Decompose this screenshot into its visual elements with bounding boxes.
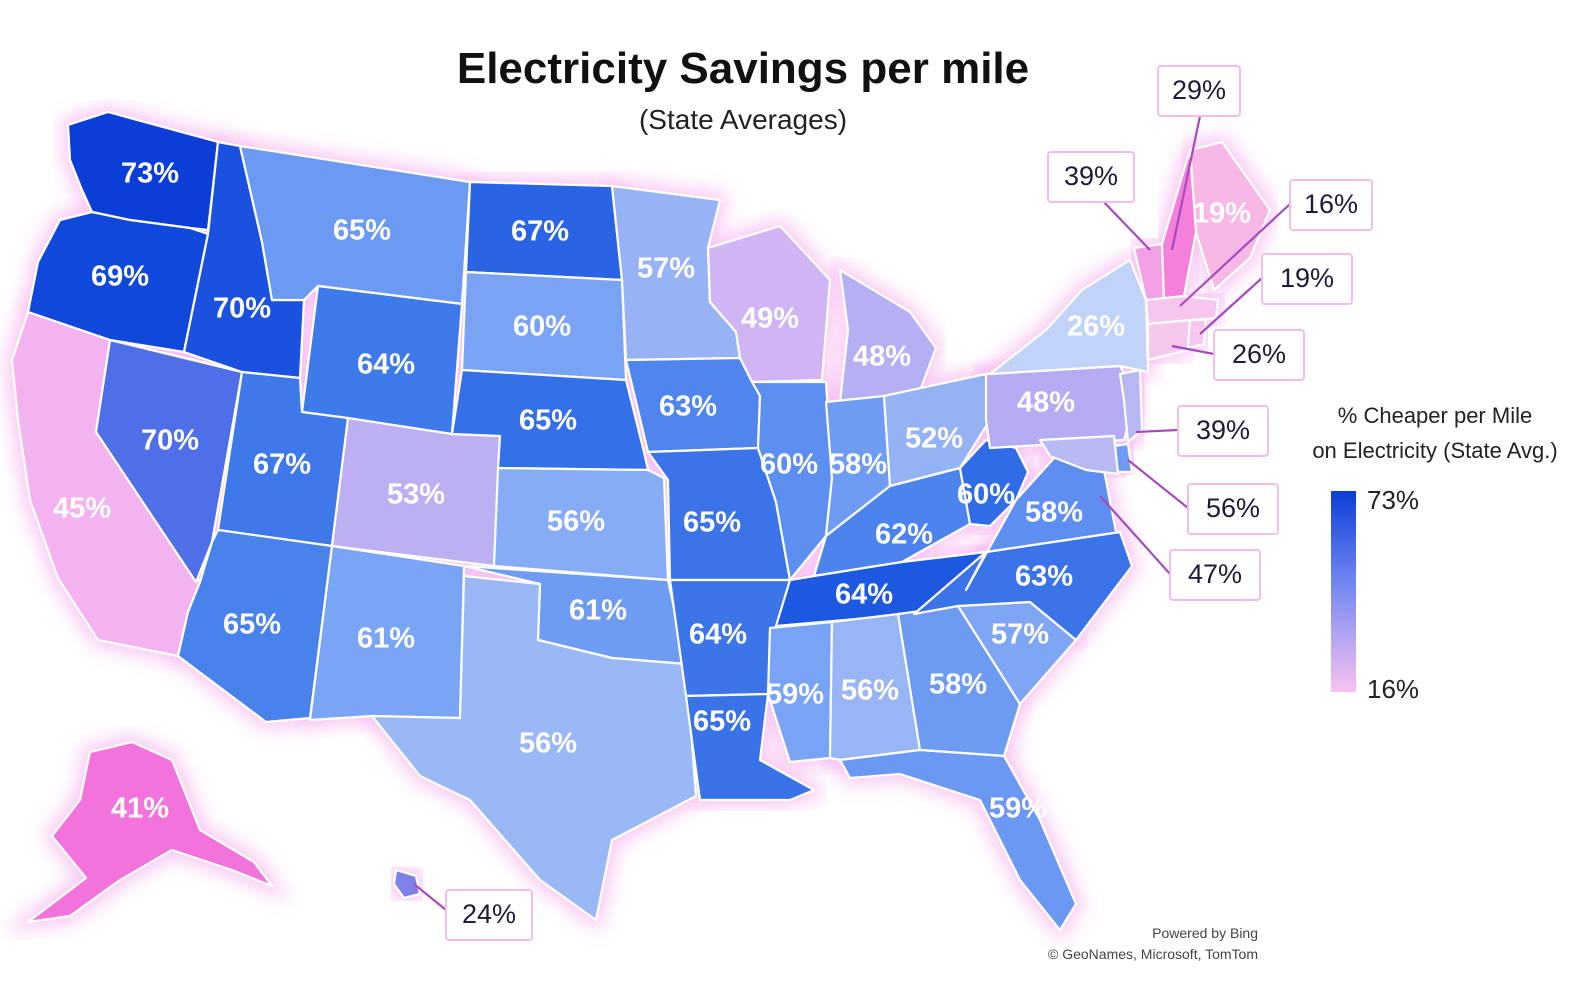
state-oh[interactable] [882,372,992,488]
state-label-ks: 56% [547,506,605,538]
legend-max-label: 73% [1367,485,1420,515]
state-label-mt: 65% [333,215,391,247]
state-label-pa: 48% [1017,387,1075,419]
state-label-nm: 61% [357,623,415,655]
state-fl[interactable] [838,748,1078,932]
leader-line-vt [1099,197,1151,251]
callout-box-nj [1177,405,1269,457]
state-hi[interactable] [392,868,422,900]
state-label-in: 58% [829,449,887,481]
state-mi[interactable] [838,268,938,404]
callout-box-md [1169,549,1261,601]
state-label-mn: 57% [637,253,695,285]
state-label-or: 69% [91,261,149,293]
state-label-nc: 63% [1015,561,1073,593]
leader-line-nh [1170,115,1202,251]
state-label-al: 56% [841,675,899,707]
state-label-mi: 48% [853,341,911,373]
legend-min-label: 16% [1367,674,1420,704]
state-ny[interactable] [988,258,1150,376]
state-label-nd: 67% [511,216,569,248]
state-label-va: 58% [1025,497,1083,529]
credit-powered-by: Powered by Bing [1152,925,1258,941]
leader-line-ct [1171,344,1215,356]
state-label-ca: 45% [53,493,111,525]
leader-line-md [1099,495,1171,575]
state-md[interactable] [1038,434,1120,476]
state-label-co: 53% [387,479,445,511]
callout-label-nj: 39% [1196,415,1250,445]
callout-label-ma: 16% [1304,189,1358,219]
state-label-wy: 64% [357,349,415,381]
state-label-fl: 59% [989,793,1047,825]
callout-label-md: 47% [1188,559,1242,589]
state-label-ok: 61% [569,595,627,627]
state-ms[interactable] [766,620,834,764]
state-label-id: 70% [213,293,271,325]
state-nv[interactable] [94,338,244,584]
legend-title-line1: % Cheaper per Mile [1337,403,1533,428]
legend-title: % Cheaper per Mile on Electricity (State… [1305,398,1565,468]
credit-attribution: © GeoNames, Microsoft, TomTom [1048,946,1258,962]
state-ri[interactable] [1186,318,1208,350]
state-label-mo: 65% [683,507,741,539]
legend-title-line2: on Electricity (State Avg.) [1312,438,1558,463]
state-label-ne: 65% [519,405,577,437]
state-label-la: 65% [693,706,751,738]
callout-box-ri [1261,253,1353,305]
state-label-sd: 60% [513,311,571,343]
state-va[interactable] [964,454,1122,592]
map-subtitle: (State Averages) [638,104,848,135]
state-ks[interactable] [492,466,670,582]
state-nj[interactable] [1118,368,1144,444]
legend-gradient-bar [1331,491,1356,692]
callout-label-vt: 39% [1064,161,1118,191]
state-label-nv: 70% [141,425,199,457]
state-label-il: 60% [760,449,818,481]
callout-box-ma [1289,179,1373,231]
state-label-ut: 67% [253,449,311,481]
state-label-tn: 64% [835,579,893,611]
state-label-ky: 62% [875,519,933,551]
callout-label-ct: 26% [1232,339,1286,369]
state-label-wi: 49% [741,303,799,335]
state-label-ar: 64% [689,619,747,651]
state-label-me: 19% [1193,198,1251,230]
callout-box-vt [1047,151,1135,203]
state-label-ny: 26% [1067,311,1125,343]
map-title: Electricity Savings per mile [456,44,1030,93]
state-label-tx: 56% [519,728,577,760]
state-label-ia: 63% [659,391,717,423]
state-label-ga: 58% [929,669,987,701]
leader-line-hi [413,883,447,911]
callout-label-hi: 24% [462,899,516,929]
state-nh[interactable] [1160,148,1198,302]
callout-label-nh: 29% [1172,75,1226,105]
state-ma[interactable] [1144,294,1220,326]
state-label-az: 65% [223,609,281,641]
callout-box-nh [1157,65,1241,117]
callout-box-ct [1213,329,1305,381]
state-label-wv: 60% [957,479,1015,511]
leader-line-ri [1199,277,1263,335]
callout-box-de [1187,483,1279,535]
state-or[interactable] [26,210,210,354]
callout-label-ri: 19% [1280,263,1334,293]
leader-line-ma [1179,203,1291,307]
callout-label-de: 56% [1206,493,1260,523]
callout-box-hi [445,889,533,941]
leader-line-nj [1135,428,1179,434]
state-label-sc: 57% [991,619,1049,651]
state-ak[interactable] [26,740,274,924]
state-label-ms: 59% [766,679,824,711]
leader-line-de [1127,459,1189,509]
state-label-ak: 41% [111,793,169,825]
state-label-oh: 52% [905,423,963,455]
state-label-wa: 73% [121,158,179,190]
